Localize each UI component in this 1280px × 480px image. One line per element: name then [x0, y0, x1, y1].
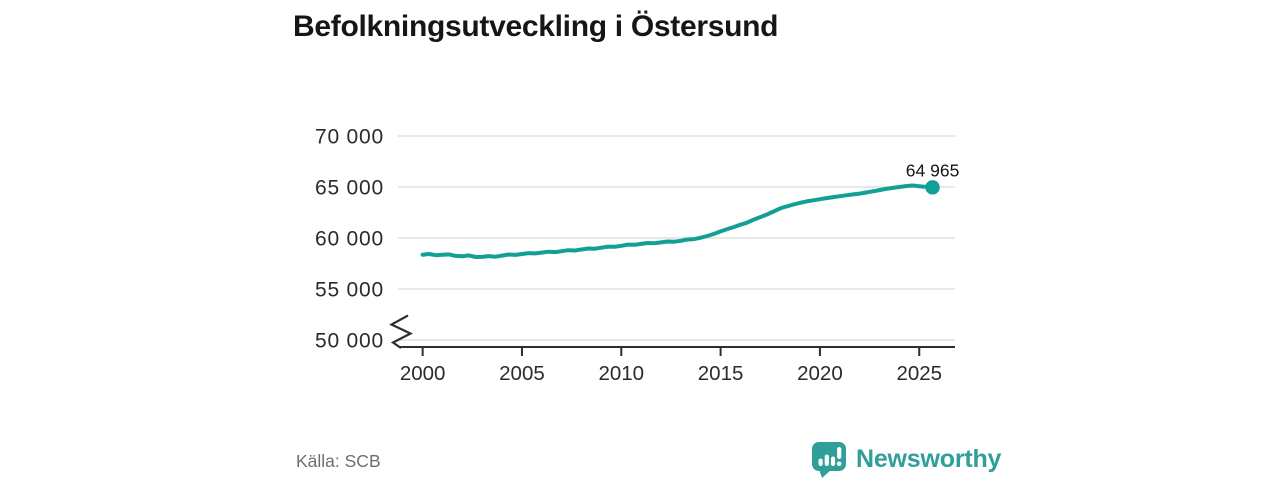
brand-logo: Newsworthy [810, 441, 1001, 478]
y-axis-tick-label: 50 000 [315, 330, 384, 353]
population-line-chart: 50 000 55 000 60 000 65 000 70 000 2000 2005 20… [280, 110, 980, 400]
page-title: Befolkningsutveckling i Östersund [293, 10, 779, 43]
brand-name: Newsworthy [856, 445, 1002, 473]
x-axis-tick-label: 2020 [797, 362, 843, 385]
series-end-point [925, 180, 940, 195]
source-note: Källa: SCB [296, 451, 381, 471]
series-end-value-label: 64 965 [906, 160, 960, 180]
y-axis-tick-label: 65 000 [315, 177, 384, 200]
x-axis-tick-label: 2015 [698, 362, 744, 385]
x-axis-tick-label: 2025 [896, 362, 942, 385]
bar-chart-speech-bubble-icon [812, 442, 846, 478]
y-axis-tick-label: 60 000 [315, 228, 384, 251]
population-series-line [420, 183, 935, 259]
y-axis-tick-label: 70 000 [315, 126, 384, 149]
x-axis-tick-label: 2000 [400, 362, 446, 385]
y-axis-tick-label: 55 000 [315, 279, 384, 302]
x-axis-tick-label: 2005 [499, 362, 545, 385]
y-axis-break-icon [389, 314, 413, 349]
x-axis-tick-label: 2010 [598, 362, 644, 385]
chart-canvas: 50 000 55 000 60 000 65 000 70 000 2000 2005 20… [315, 126, 960, 386]
